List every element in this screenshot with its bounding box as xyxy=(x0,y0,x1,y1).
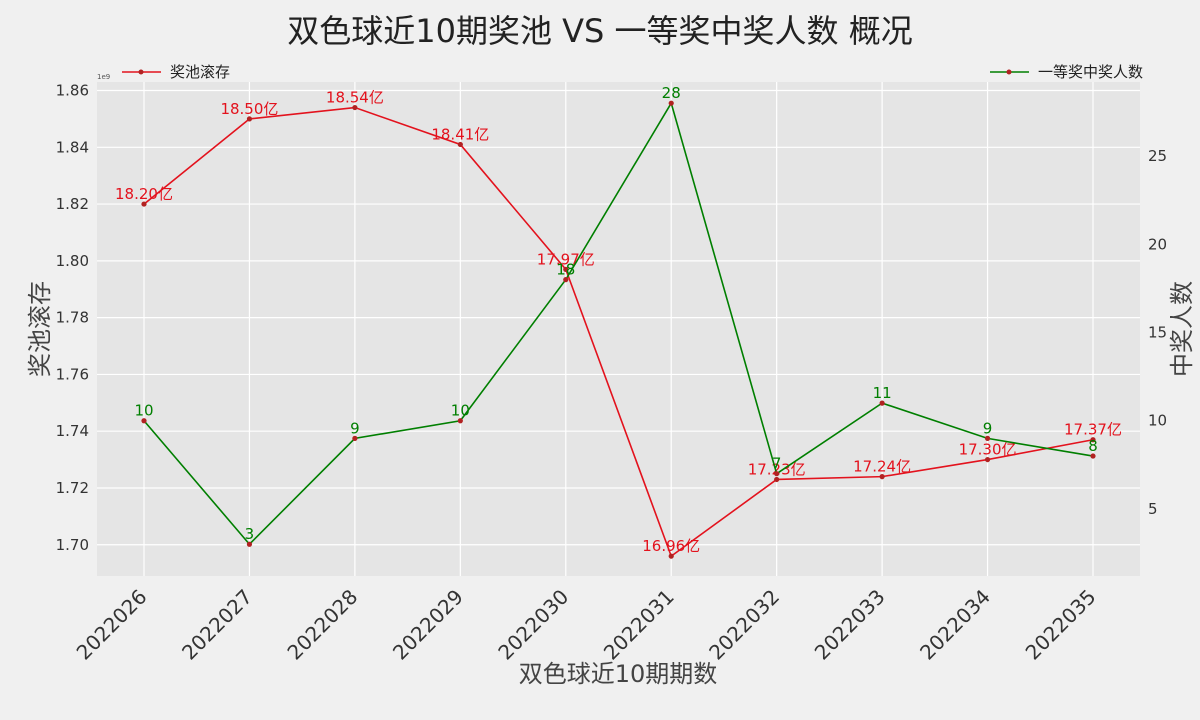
series-0-data-label: 18.41亿 xyxy=(431,125,489,143)
series-1-point xyxy=(563,277,569,283)
y2-tick-label: 20 xyxy=(1148,235,1167,253)
y-tick-label: 1.70 xyxy=(56,536,89,554)
y2-tick-label: 25 xyxy=(1148,147,1167,165)
series-1-point xyxy=(1090,453,1096,459)
legend-winners-label: 一等奖中奖人数 xyxy=(1038,63,1143,81)
series-0-point xyxy=(879,474,885,480)
x-tick-label: 2022030 xyxy=(493,585,573,665)
series-1-point xyxy=(246,541,253,547)
y-axis-title: 奖池滚存 xyxy=(26,281,54,377)
x-tick-label: 2022032 xyxy=(704,585,784,665)
legend-pool-label: 奖池滚存 xyxy=(170,63,230,81)
y2-tick-label: 10 xyxy=(1148,412,1167,430)
series-1-data-label: 9 xyxy=(983,419,993,437)
y-tick-label: 1.80 xyxy=(56,252,89,270)
x-axis-title: 双色球近10期期数 xyxy=(519,660,718,688)
series-0-data-label: 18.20亿 xyxy=(115,185,173,203)
legend-pool-marker xyxy=(138,69,144,75)
y-tick-label: 1.74 xyxy=(56,422,89,440)
y-tick-label: 1.82 xyxy=(56,195,89,213)
series-1-data-label: 10 xyxy=(134,402,153,420)
x-tick-label: 2022031 xyxy=(599,585,679,665)
legend-winners: 一等奖中奖人数 xyxy=(990,63,1143,81)
series-0-point xyxy=(457,141,463,148)
series-1-point xyxy=(352,435,358,441)
legend-pool: 奖池滚存 xyxy=(122,63,230,81)
series-1-data-label: 10 xyxy=(451,402,470,420)
series-layer: 18.20亿18.50亿18.54亿18.41亿17.97亿16.96亿17.2… xyxy=(115,84,1122,559)
x-tick-label: 2022033 xyxy=(810,585,890,665)
legend-winners-marker xyxy=(1006,69,1012,75)
y-tick-label: 1.84 xyxy=(56,138,89,156)
series-0-point xyxy=(246,116,253,122)
series-1-data-label: 9 xyxy=(350,419,360,437)
x-tick-label: 2022035 xyxy=(1021,585,1101,665)
right-y-axis-ticks: 5 10 15 20 25 xyxy=(1148,147,1167,518)
series-1-point xyxy=(668,100,674,106)
series-0-data-label: 18.54亿 xyxy=(326,89,384,107)
y2-axis-title: 中奖人数 xyxy=(1168,281,1196,377)
series-line-1 xyxy=(143,101,1094,546)
series-0-data-label: 17.30亿 xyxy=(959,441,1017,459)
series-1-point xyxy=(774,471,780,477)
series-1-data-label: 8 xyxy=(1088,437,1098,455)
series-0-point xyxy=(141,201,147,207)
x-tick-label: 2022034 xyxy=(915,585,995,665)
series-0-point xyxy=(352,104,358,111)
series-0-point xyxy=(774,476,780,483)
chart-title: 双色球近10期奖池 VS 一等奖中奖人数 概况 xyxy=(287,12,912,50)
series-line-0 xyxy=(143,106,1094,558)
series-1-data-label: 28 xyxy=(662,84,681,102)
series-1-data-label: 18 xyxy=(556,261,575,279)
x-tick-label: 2022028 xyxy=(282,585,362,665)
series-1-point xyxy=(879,400,885,406)
series-1-data-label: 11 xyxy=(873,384,892,402)
y2-tick-label: 15 xyxy=(1148,324,1167,342)
x-tick-label: 2022027 xyxy=(177,585,257,665)
y-tick-label: 1.78 xyxy=(56,309,89,327)
y-tick-label: 1.76 xyxy=(56,365,89,383)
series-0-data-label: 17.24亿 xyxy=(853,458,911,476)
series-0-data-label: 16.96亿 xyxy=(642,537,700,555)
series-0-point xyxy=(984,456,991,463)
x-tick-label: 2022026 xyxy=(72,585,152,665)
series-0-point xyxy=(1090,437,1096,443)
grid-lines xyxy=(97,82,1140,576)
x-tick-label: 2022029 xyxy=(388,585,468,665)
series-0-point xyxy=(563,266,569,272)
y-offset-label: 1e9 xyxy=(97,73,110,81)
series-0-data-label: 17.23亿 xyxy=(748,460,806,478)
series-1-point xyxy=(984,435,991,441)
series-1-data-label: 3 xyxy=(245,525,255,543)
y2-tick-label: 5 xyxy=(1148,500,1158,518)
series-1-point xyxy=(141,418,147,424)
series-1-data-label: 7 xyxy=(772,455,782,473)
y-tick-label: 1.72 xyxy=(56,479,89,497)
series-0-data-label: 17.37亿 xyxy=(1064,421,1122,439)
series-0-point xyxy=(668,553,674,559)
series-1-point xyxy=(457,418,463,424)
series-0-data-label: 18.50亿 xyxy=(220,100,278,118)
x-axis-ticks: 2022026 2022027 2022028 2022029 2022030 20220… xyxy=(72,585,1101,665)
left-y-axis-ticks: 1.70 1.72 1.74 1.76 1.78 1.80 1.82 1.84 1.86 xyxy=(56,82,89,554)
y-tick-label: 1.86 xyxy=(56,82,89,100)
plot-area xyxy=(97,82,1140,576)
